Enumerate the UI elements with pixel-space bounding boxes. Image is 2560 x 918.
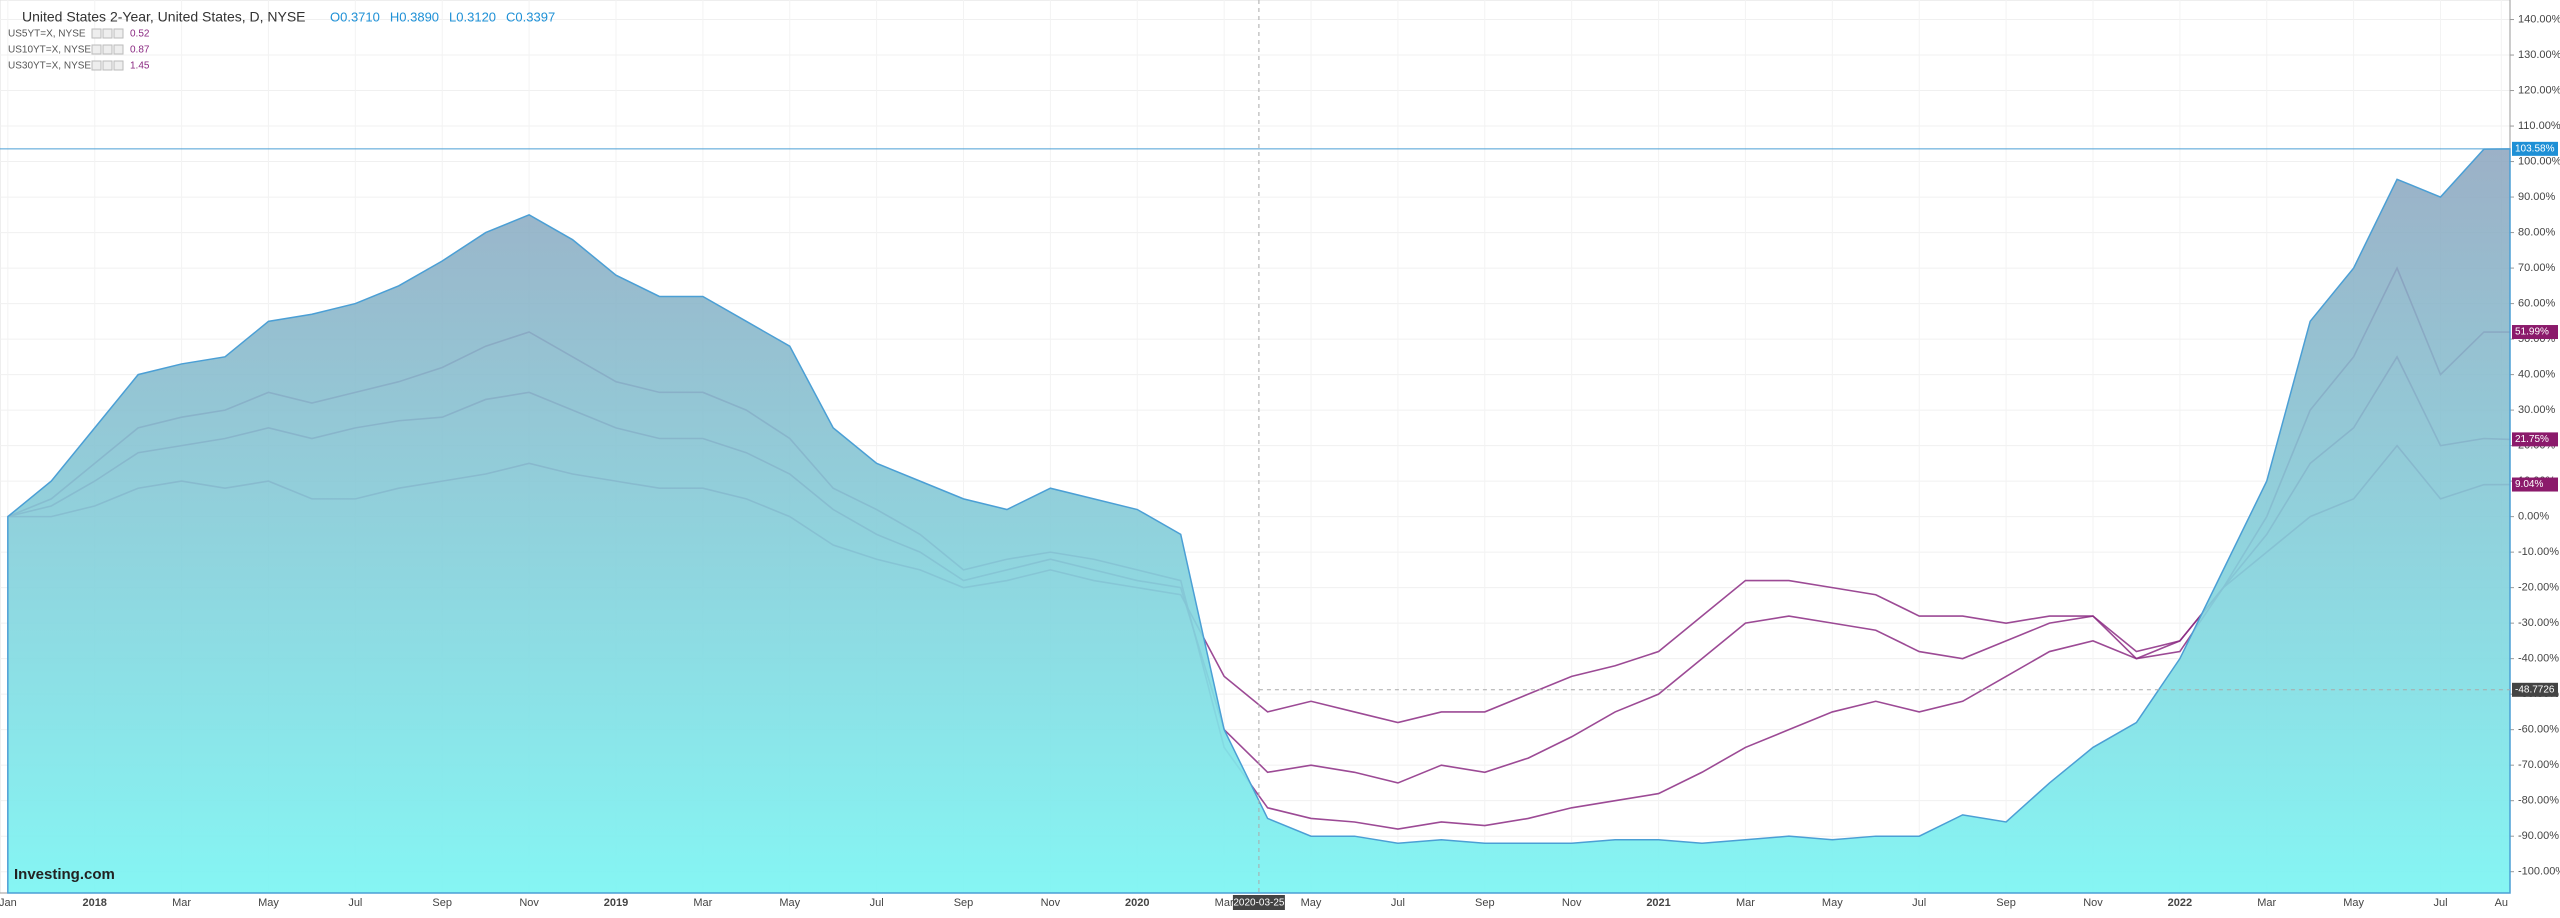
x-tick-label: Jan [0,897,17,909]
x-tick-label: Sep [1475,897,1495,909]
x-tick-label: Sep [1996,897,2016,909]
x-tick-label: Sep [954,897,974,909]
legend-icon [91,28,102,39]
x-tick-label: May [2343,897,2364,909]
x-tick-label: Jul [870,897,884,909]
x-tick-label: Mar [2257,897,2276,909]
crosshair-y-badge [2512,682,2558,697]
last-value-badge [2512,477,2558,492]
last-value-badge [2512,325,2558,340]
y-tick-label: 90.00% [2518,191,2556,203]
legend-label: US5YT=X, NYSE [8,29,86,40]
x-tick-label: Au [2495,897,2508,909]
x-tick-label: 2018 [82,897,106,909]
y-tick-label: -90.00% [2518,830,2559,842]
x-tick-label: 2019 [604,897,628,909]
chart-title: United States 2-Year, United States, D, … [22,9,306,25]
x-tick-label: Nov [519,897,539,909]
y-tick-label: -80.00% [2518,795,2559,807]
legend-icon [113,60,124,71]
legend-label: US10YT=X, NYSE [8,45,91,56]
last-value-badge [2512,432,2558,447]
x-tick-label: May [779,897,800,909]
y-tick-label: -100.00% [2518,866,2560,878]
last-value-label: 51.99% [2515,327,2549,338]
y-tick-label: -70.00% [2518,759,2559,771]
y-tick-label: 130.00% [2518,49,2560,61]
legend-icon [102,28,113,39]
y-tick-label: 60.00% [2518,297,2556,309]
y-tick-label: -60.00% [2518,724,2559,736]
crosshair-x-badge [1232,895,1285,910]
x-tick-label: Jul [1391,897,1405,909]
y-tick-label: 140.00% [2518,13,2560,25]
x-tick-label: May [258,897,279,909]
x-tick-label: 2021 [1646,897,1670,909]
y-tick-label: -30.00% [2518,617,2559,629]
x-tick-label: 2020 [1125,897,1149,909]
x-tick-label: Mar [1215,897,1234,909]
last-value-label: 103.58% [2515,143,2555,154]
x-tick-label: May [1822,897,1843,909]
legend-label: US30YT=X, NYSE [8,61,91,72]
legend-icon [91,60,102,71]
legend-icon [102,60,113,71]
area [7,148,2511,894]
x-tick-label: Mar [172,897,191,909]
y-tick-label: 120.00% [2518,84,2560,96]
x-tick-label: Mar [1736,897,1755,909]
ohlc-value: H0.3890 [390,9,439,24]
y-tick-label: 70.00% [2518,262,2556,274]
ohlc-value: O0.3710 [330,9,380,24]
y-tick-label: 0.00% [2518,511,2549,523]
crosshair-y-label: -48.7726 [2515,684,2555,695]
y-tick-label: 100.00% [2518,155,2560,167]
x-tick-label: Nov [2083,897,2103,909]
ohlc-value: C0.3397 [506,9,555,24]
x-tick-label: Nov [1562,897,1582,909]
x-tick-label: Jul [348,897,362,909]
legend-value: 1.45 [130,61,150,72]
x-tick-label: Mar [693,897,712,909]
legend-icon [113,44,124,55]
last-value-badge [2512,141,2558,156]
x-tick-label: Jul [2433,897,2447,909]
last-value-label: 21.75% [2515,434,2549,445]
last-value-label: 9.04% [2515,479,2543,490]
x-tick-label: Jul [1912,897,1926,909]
x-tick-label: 2022 [2168,897,2192,909]
y-tick-label: -10.00% [2518,546,2559,558]
y-tick-label: 110.00% [2518,120,2560,132]
y-tick-label: -40.00% [2518,653,2559,665]
y-tick-label: -20.00% [2518,582,2559,594]
legend-icon [113,28,124,39]
crosshair-x-label: 2020-03-25 [1233,898,1285,909]
y-tick-label: 80.00% [2518,226,2556,238]
ohlc-value: L0.3120 [449,9,496,24]
legend-value: 0.52 [130,29,150,40]
x-tick-label: Sep [432,897,452,909]
legend-value: 0.87 [130,45,150,56]
y-tick-label: 40.00% [2518,369,2556,381]
x-tick-label: May [1301,897,1322,909]
x-tick-label: Nov [1041,897,1061,909]
y-tick-label: 30.00% [2518,404,2556,416]
legend-icon [102,44,113,55]
logo: Investing.com [14,866,115,883]
legend-icon [91,44,102,55]
